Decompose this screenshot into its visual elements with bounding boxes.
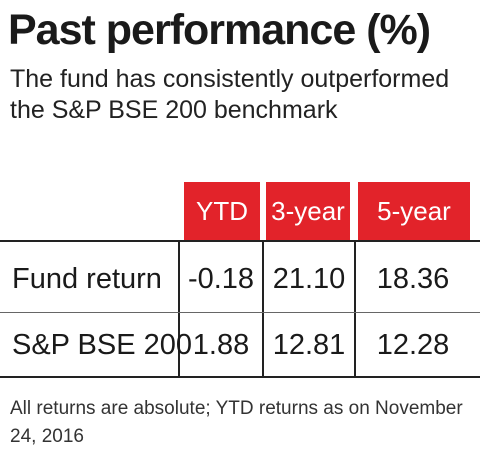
header-rule (0, 240, 480, 242)
column-divider (354, 242, 356, 378)
column-header-3-year: 3-year (266, 182, 350, 240)
cell-bse-5-year: 12.28 (376, 328, 450, 361)
row-rule (0, 312, 480, 313)
cell-bse-3-year: 12.81 (272, 328, 346, 361)
chart-subtitle: The fund has consistently outperformed t… (10, 65, 450, 124)
column-divider (262, 242, 264, 378)
column-header-ytd: YTD (184, 182, 260, 240)
cell-fund-5-year: 18.36 (376, 262, 450, 295)
cell-fund-3-year: 21.10 (272, 262, 346, 295)
cell-fund-ytd: -0.18 (187, 262, 255, 295)
cell-bse-ytd: 1.88 (192, 328, 250, 361)
bottom-rule (0, 376, 480, 378)
column-divider (178, 242, 180, 378)
performance-table: YTD 3-year 5-year Fund return -0.18 21.1… (0, 182, 480, 378)
column-header-5-year: 5-year (358, 182, 470, 240)
row-label-sp-bse-200: S&P BSE 200 (12, 328, 193, 361)
chart-title: Past performance (%) (8, 6, 431, 54)
row-label-fund-return: Fund return (12, 262, 162, 295)
footnote: All returns are absolute; YTD returns as… (10, 398, 463, 447)
